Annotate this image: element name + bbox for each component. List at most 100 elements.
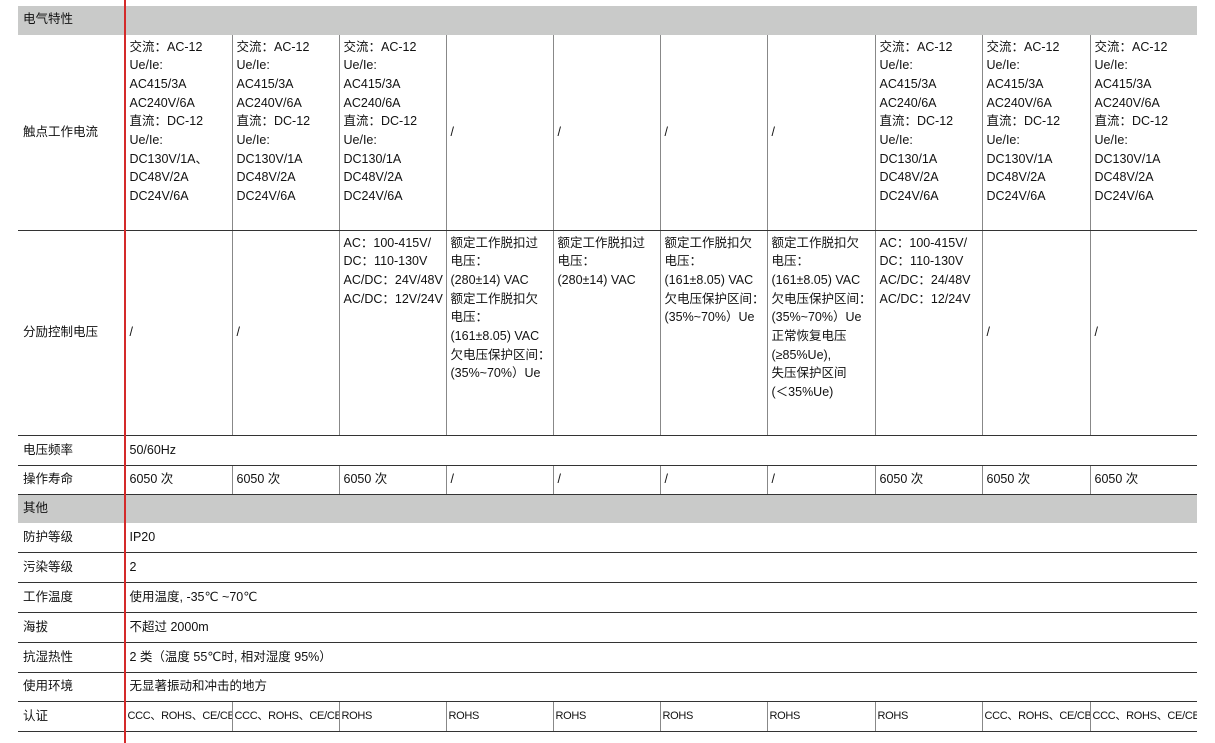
cell-line: 额定工作脱扣过 <box>557 235 646 250</box>
cell-line: (35%~70%）Ue <box>664 310 755 325</box>
spec-cell: CCC、ROHS、CE/CB <box>231 701 340 732</box>
spec-cell: / <box>124 230 233 436</box>
cell-line: 交流：AC-12 <box>986 39 1060 54</box>
row-shunt-voltage: 分励控制电压 / / AC：100-415V/DC：110-130V AC/DC：24… <box>18 230 1215 436</box>
cell-line: Ue/Ie: <box>343 58 377 73</box>
spec-cell: / <box>445 465 554 495</box>
cell-line: / <box>1094 325 1098 340</box>
cell-line: (280±14) VAC <box>557 272 636 287</box>
spec-cell: 交流：AC-12 Ue/Ie: AC415/3A AC240/6A 直流：DC-12 Ue… <box>874 34 983 231</box>
cell-line: AC240V/6A <box>236 95 302 110</box>
spec-cell: ROHS <box>874 701 983 732</box>
cell-line: DC24V/6A <box>129 189 189 204</box>
row-other: 海拔 不超过 2000m <box>18 612 1215 643</box>
cell-line: 额定工作脱扣欠 <box>450 291 539 306</box>
spec-cell: 交流：AC-12 Ue/Ie: AC415/3A AC240V/6A 直流：DC-12 U… <box>231 34 340 231</box>
row-other: 使用环境 无显著振动和冲击的地方 <box>18 672 1215 702</box>
cell-line: (＜35%Ue) <box>771 385 834 400</box>
section-header-electrical: 电气特性 <box>18 6 1215 35</box>
cell-line: 电压： <box>450 254 489 269</box>
cell-line: DC48V/2A <box>129 170 189 185</box>
cell-line: AC240/6A <box>343 95 401 110</box>
cell-line: 欠电压保护区间： <box>771 291 872 306</box>
row-label: 触点工作电流 <box>18 34 126 231</box>
cell-line: 直流：DC-12 <box>986 114 1061 129</box>
cell-line: AC415/3A <box>343 76 401 91</box>
cell-line: AC415/3A <box>879 76 937 91</box>
row-label: 使用环境 <box>18 672 126 702</box>
row-value: IP20 <box>124 522 1198 553</box>
spec-cell: 交流：AC-12 Ue/Ie: AC415/3A AC240V/6A 直流：DC-12 U… <box>124 34 233 231</box>
cell-line: Ue/Ie: <box>236 58 270 73</box>
spec-cell: 6050 次 <box>231 465 340 495</box>
cell-line: DC48V/2A <box>986 170 1046 185</box>
row-label: 认证 <box>18 701 126 732</box>
row-contact-current: 触点工作电流 交流：AC-12 Ue/Ie: AC415/3A AC240V/6A 直流… <box>18 34 1215 231</box>
spec-cell: 交流：AC-12 Ue/Ie: AC415/3A AC240V/6A 直流：DC-12 U… <box>1089 34 1198 231</box>
spec-cell: / <box>981 230 1091 436</box>
spec-cell: 交流：AC-12 Ue/Ie: AC415/3A AC240V/6A 直流：DC-12 U… <box>981 34 1091 231</box>
cell-line: (280±14) VAC <box>450 272 529 287</box>
row-other: 工作温度 使用温度, -35℃ ~70℃ <box>18 582 1215 613</box>
cell-line: 电压： <box>664 254 703 269</box>
cell-line: / <box>557 124 561 139</box>
cell-line: Ue/Ie: <box>986 58 1020 73</box>
row-other: 污染等级 2 <box>18 552 1215 583</box>
cell-line: Ue/Ie: <box>129 133 163 148</box>
cell-line: (≥85%Ue), <box>771 347 832 362</box>
spec-cell: 6050 次 <box>981 465 1091 495</box>
cell-line: 交流：AC-12 <box>129 39 203 54</box>
spec-cell: AC：100-415V/DC：110-130V AC/DC：24V/48V AC/D… <box>338 230 447 436</box>
spec-cell: / <box>659 34 768 231</box>
cell-line: 欠电压保护区间： <box>664 291 765 306</box>
cell-line: 额定工作脱扣过 <box>450 235 539 250</box>
spec-table: 电气特性 触点工作电流 交流：AC-12 Ue/Ie: AC415/3A AC240V… <box>18 6 1215 732</box>
cell-line: 直流：DC-12 <box>129 114 204 129</box>
spec-cell: 6050 次 <box>124 465 233 495</box>
spec-cell: / <box>766 465 876 495</box>
spec-cell: ROHS <box>445 701 554 732</box>
row-label: 污染等级 <box>18 552 126 583</box>
section-title: 电气特性 <box>18 6 1198 35</box>
cell-line: / <box>236 325 240 340</box>
cell-line: (35%~70%）Ue <box>771 310 862 325</box>
cell-line: AC240/6A <box>879 95 937 110</box>
cell-line: AC240V/6A <box>986 95 1052 110</box>
cell-line: DC48V/2A <box>1094 170 1154 185</box>
row-label: 电压频率 <box>18 435 126 466</box>
cell-line: DC130/1A <box>879 151 938 166</box>
cell-line: 电压： <box>450 310 489 325</box>
cell-line: 交流：AC-12 <box>343 39 417 54</box>
cell-line: DC24V/6A <box>343 189 403 204</box>
row-certification: 认证 CCC、ROHS、CE/CB CCC、ROHS、CE/CB ROHS ROHS R… <box>18 701 1215 732</box>
cell-line: AC/DC：12V/24V <box>343 291 443 306</box>
cell-line: (161±8.05) VAC <box>664 272 754 287</box>
spec-cell: / <box>552 465 661 495</box>
row-label: 防护等级 <box>18 522 126 553</box>
cell-line: DC24V/6A <box>236 189 296 204</box>
cell-line: DC：110-130V <box>879 254 964 269</box>
spec-cell: / <box>1089 230 1198 436</box>
row-other: 抗湿热性 2 类（温度 55℃时, 相对湿度 95%） <box>18 642 1215 673</box>
cell-line: DC：110-130V <box>343 254 428 269</box>
cell-line: AC240V/6A <box>129 95 195 110</box>
cell-line: 额定工作脱扣欠 <box>664 235 753 250</box>
cell-line: AC/DC：12/24V <box>879 291 971 306</box>
spec-cell: CCC、ROHS、CE/CB <box>124 701 233 732</box>
spec-cell: 额定工作脱扣过 电压： (280±14) VAC <box>552 230 661 436</box>
cell-line: DC24V/6A <box>1094 189 1154 204</box>
cell-line: / <box>664 124 668 139</box>
spec-cell: ROHS <box>766 701 876 732</box>
cell-line: DC48V/2A <box>343 170 403 185</box>
cell-line: / <box>129 325 133 340</box>
spec-cell: 额定工作脱扣欠 电压： (161±8.05) VAC 欠电压保护区间： (35%~70%… <box>659 230 768 436</box>
cell-line: AC240V/6A <box>1094 95 1160 110</box>
row-value: 不超过 2000m <box>124 612 1198 643</box>
spec-cell: / <box>231 230 340 436</box>
cell-line: 电压： <box>557 254 596 269</box>
spec-cell: ROHS <box>338 701 447 732</box>
cell-line: / <box>450 124 454 139</box>
row-label: 抗湿热性 <box>18 642 126 673</box>
row-value: 使用温度, -35℃ ~70℃ <box>124 582 1198 613</box>
